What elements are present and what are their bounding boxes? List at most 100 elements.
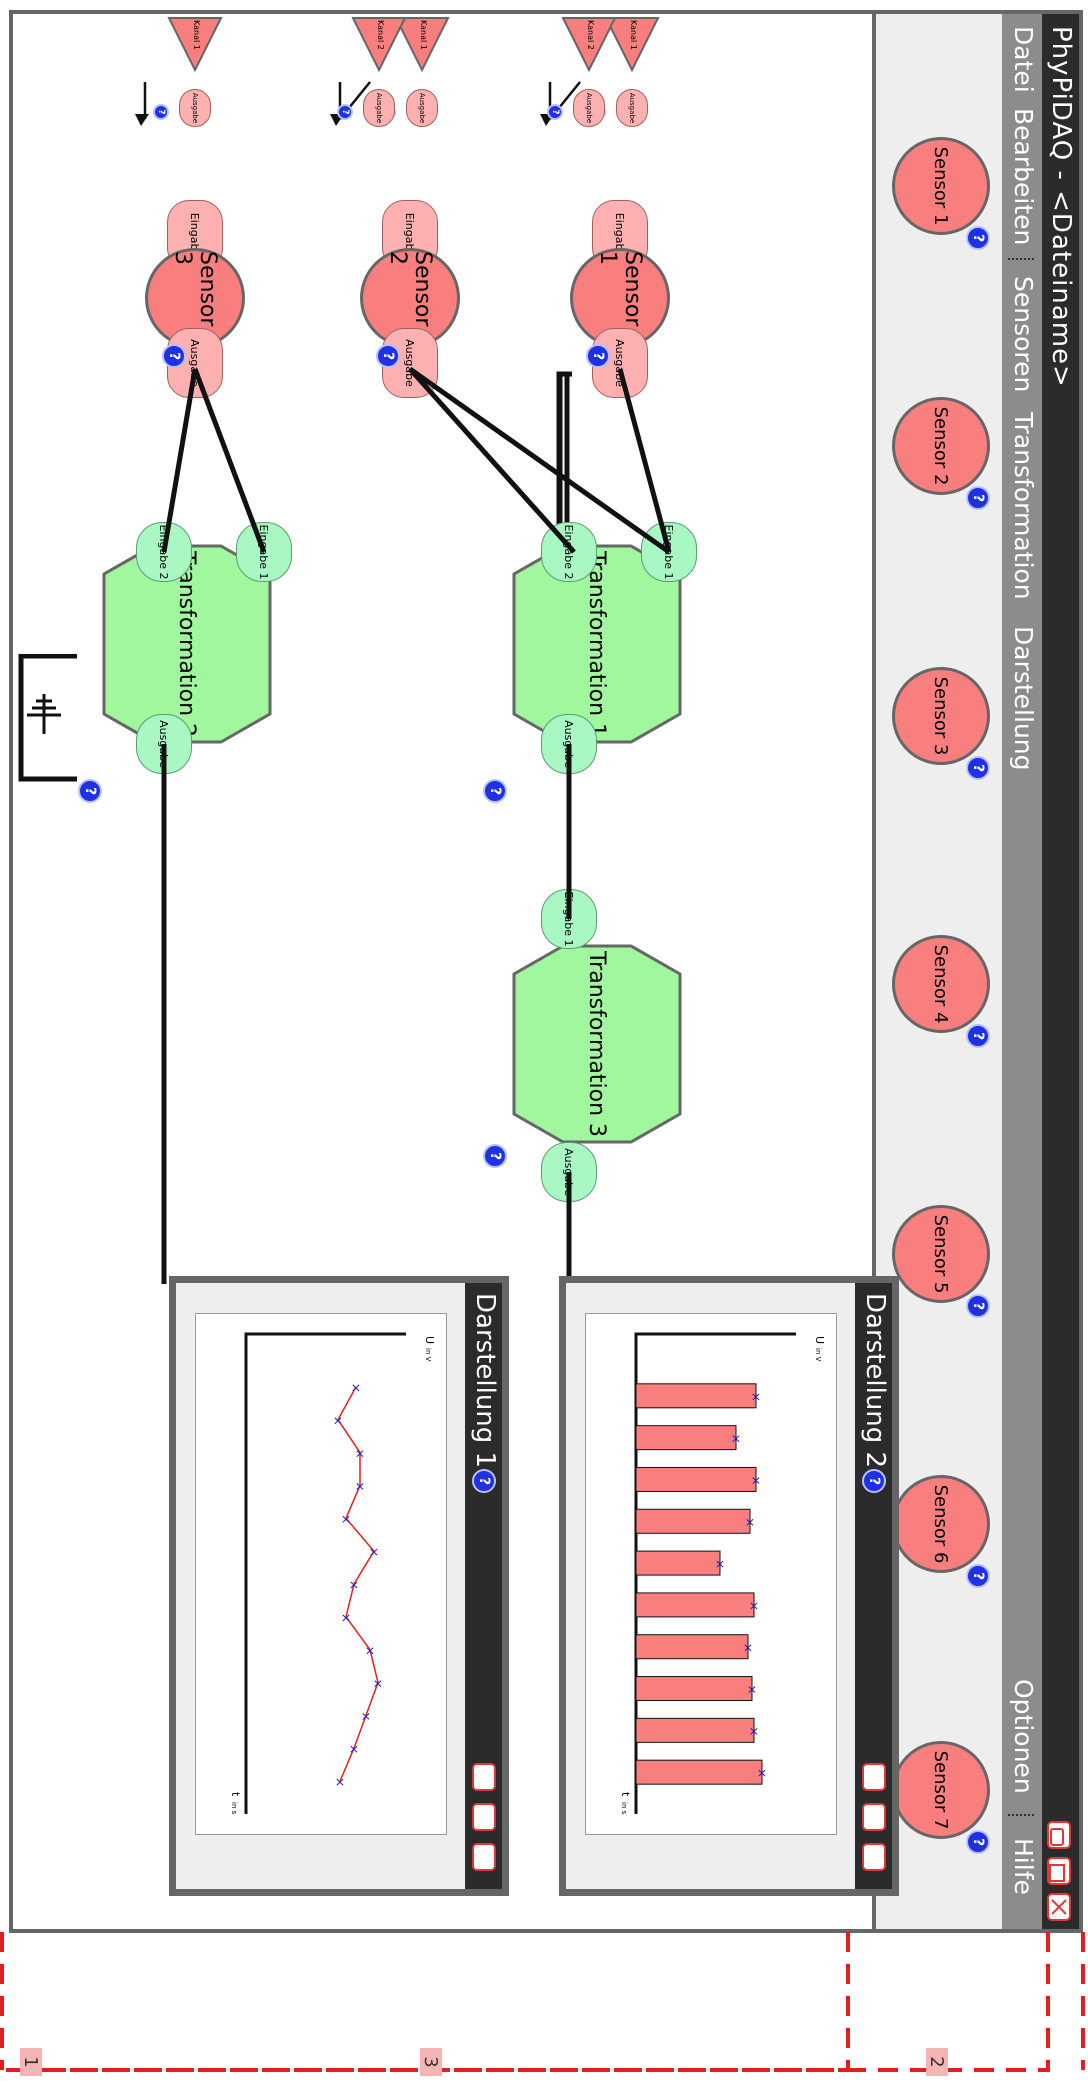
menu-transformation[interactable]: Transformation (1009, 412, 1038, 600)
bar (635, 1508, 751, 1534)
y-axis-label: U (813, 1336, 826, 1345)
chart-axes (244, 1332, 406, 1814)
data-point-marker: × (331, 1416, 345, 1426)
maximize-button[interactable] (1047, 1857, 1071, 1885)
bar (635, 1634, 749, 1660)
minimize-button[interactable] (472, 1763, 496, 1791)
transform-port[interactable]: Ausgabe (541, 714, 597, 774)
data-point-marker: × (713, 1559, 727, 1569)
close-button[interactable] (472, 1843, 496, 1871)
series-line (337, 1386, 379, 1782)
help-icon[interactable]: ? (153, 104, 169, 120)
transform-port[interactable]: Eingabe 2 (541, 522, 597, 582)
bar (635, 1676, 753, 1702)
close-button[interactable] (1047, 1893, 1071, 1921)
bar (635, 1592, 755, 1618)
help-icon[interactable]: ? (966, 226, 990, 250)
transform-port[interactable]: Eingabe 1 (641, 522, 697, 582)
annotation-label-2: 2 (926, 2048, 948, 2076)
help-icon[interactable]: ? (337, 104, 353, 120)
canvas-trans3[interactable] (512, 944, 682, 1144)
help-icon[interactable]: ? (78, 779, 102, 803)
channel-label: Kanal 1 (192, 20, 201, 50)
help-icon[interactable]: ? (472, 1469, 496, 1493)
toolbar-sensor-4[interactable]: Sensor 4 (892, 935, 990, 1033)
help-icon[interactable]: ? (966, 1024, 990, 1048)
minimize-button[interactable] (862, 1763, 886, 1791)
help-icon[interactable]: ? (966, 1294, 990, 1318)
transform-port[interactable]: Ausgabe (136, 714, 192, 774)
toolbar-sensor-1[interactable]: Sensor 1 (892, 137, 990, 235)
app-window: PhyPiDAQ - <Dateiname> Datei Bearbeiten … (9, 10, 1083, 1933)
channel-output-port[interactable]: Ausgabe (406, 89, 438, 127)
channel-output-port[interactable]: Ausgabe (616, 89, 648, 127)
help-icon[interactable]: ? (483, 1144, 507, 1168)
x-axis-label: t (619, 1792, 632, 1797)
channel-output-port[interactable]: Ausgabe (573, 89, 605, 127)
maximize-button[interactable] (862, 1803, 886, 1831)
y-axis-unit: in V (814, 1348, 822, 1362)
data-point-marker: × (749, 1475, 763, 1485)
data-point-marker: × (347, 1744, 361, 1754)
menu-hilfe[interactable]: Hilfe (1009, 1838, 1038, 1895)
minimize-icon (1050, 1828, 1064, 1846)
channel-output-port[interactable]: Ausgabe (179, 89, 211, 127)
data-point-marker: × (745, 1685, 759, 1695)
window-title: PhyPiDAQ - <Dateiname> (1046, 26, 1076, 388)
menu-sensoren[interactable]: Sensoren (1009, 276, 1038, 393)
menu-datei[interactable]: Datei (1009, 26, 1038, 93)
help-icon[interactable]: ? (483, 779, 507, 803)
display-title: Darstellung 1 (470, 1293, 500, 1469)
display-title-bar: Darstellung 1? (465, 1283, 502, 1889)
channel-sensor2-2[interactable] (349, 14, 409, 74)
help-icon[interactable]: ? (966, 1830, 990, 1854)
help-icon[interactable]: ? (966, 486, 990, 510)
toolbar-sensor-3[interactable]: Sensor 3 (892, 667, 990, 765)
help-icon[interactable]: ? (547, 104, 563, 120)
help-icon[interactable]: ? (862, 1469, 886, 1493)
help-icon[interactable]: ? (966, 756, 990, 780)
menu-bar: Datei Bearbeiten Sensoren Transformation… (1002, 14, 1042, 1929)
close-button[interactable] (862, 1843, 886, 1871)
data-point-marker: × (363, 1646, 377, 1656)
y-axis-label: U (423, 1336, 436, 1345)
toolbar-sensor-5[interactable]: Sensor 5 (892, 1205, 990, 1303)
help-icon[interactable]: ? (162, 344, 186, 368)
help-icon[interactable]: ? (376, 344, 400, 368)
maximize-icon (1049, 1864, 1065, 1882)
bar (635, 1759, 763, 1785)
data-point-marker: × (353, 1449, 367, 1459)
data-point-marker: × (339, 1514, 353, 1524)
help-icon[interactable]: ? (586, 344, 610, 368)
minimize-button[interactable] (1047, 1821, 1071, 1849)
transform-port[interactable]: Eingabe 1 (541, 889, 597, 949)
channel-output-port[interactable]: Ausgabe (363, 89, 395, 127)
menu-optionen[interactable]: Optionen (1009, 1679, 1038, 1794)
chart-svg: × × × × × × × × × × (634, 1332, 796, 1814)
menu-bearbeiten[interactable]: Bearbeiten (1009, 108, 1038, 246)
transform-port[interactable]: Eingabe 2 (136, 522, 192, 582)
annotation-label-1: 1 (20, 2048, 42, 2076)
maximize-button[interactable] (472, 1803, 496, 1831)
toolbar-sensor-6[interactable]: Sensor 6 (892, 1475, 990, 1573)
channel-sensor1-2[interactable] (559, 14, 619, 74)
chart-svg: × × × × × × × × × × × × × (244, 1332, 406, 1814)
x-axis-label: t (229, 1792, 242, 1797)
channel-sensor1-1[interactable] (602, 14, 662, 74)
transform-port[interactable]: Eingabe 1 (236, 522, 292, 582)
menu-darstellung[interactable]: Darstellung (1009, 626, 1038, 771)
channel-sensor2-1[interactable] (392, 14, 452, 74)
toolbar-sensor-2[interactable]: Sensor 2 (892, 397, 990, 495)
channel-sensor3-1[interactable] (165, 14, 225, 74)
help-icon[interactable]: ? (966, 1564, 990, 1588)
close-icon (1051, 1899, 1067, 1915)
data-point-marker: × (353, 1481, 367, 1491)
toolbar-sensor-7[interactable]: Sensor 7 (892, 1741, 990, 1839)
transform-port[interactable]: Ausgabe (541, 1142, 597, 1202)
arrowhead (135, 114, 149, 126)
data-point-marker: × (371, 1679, 385, 1689)
